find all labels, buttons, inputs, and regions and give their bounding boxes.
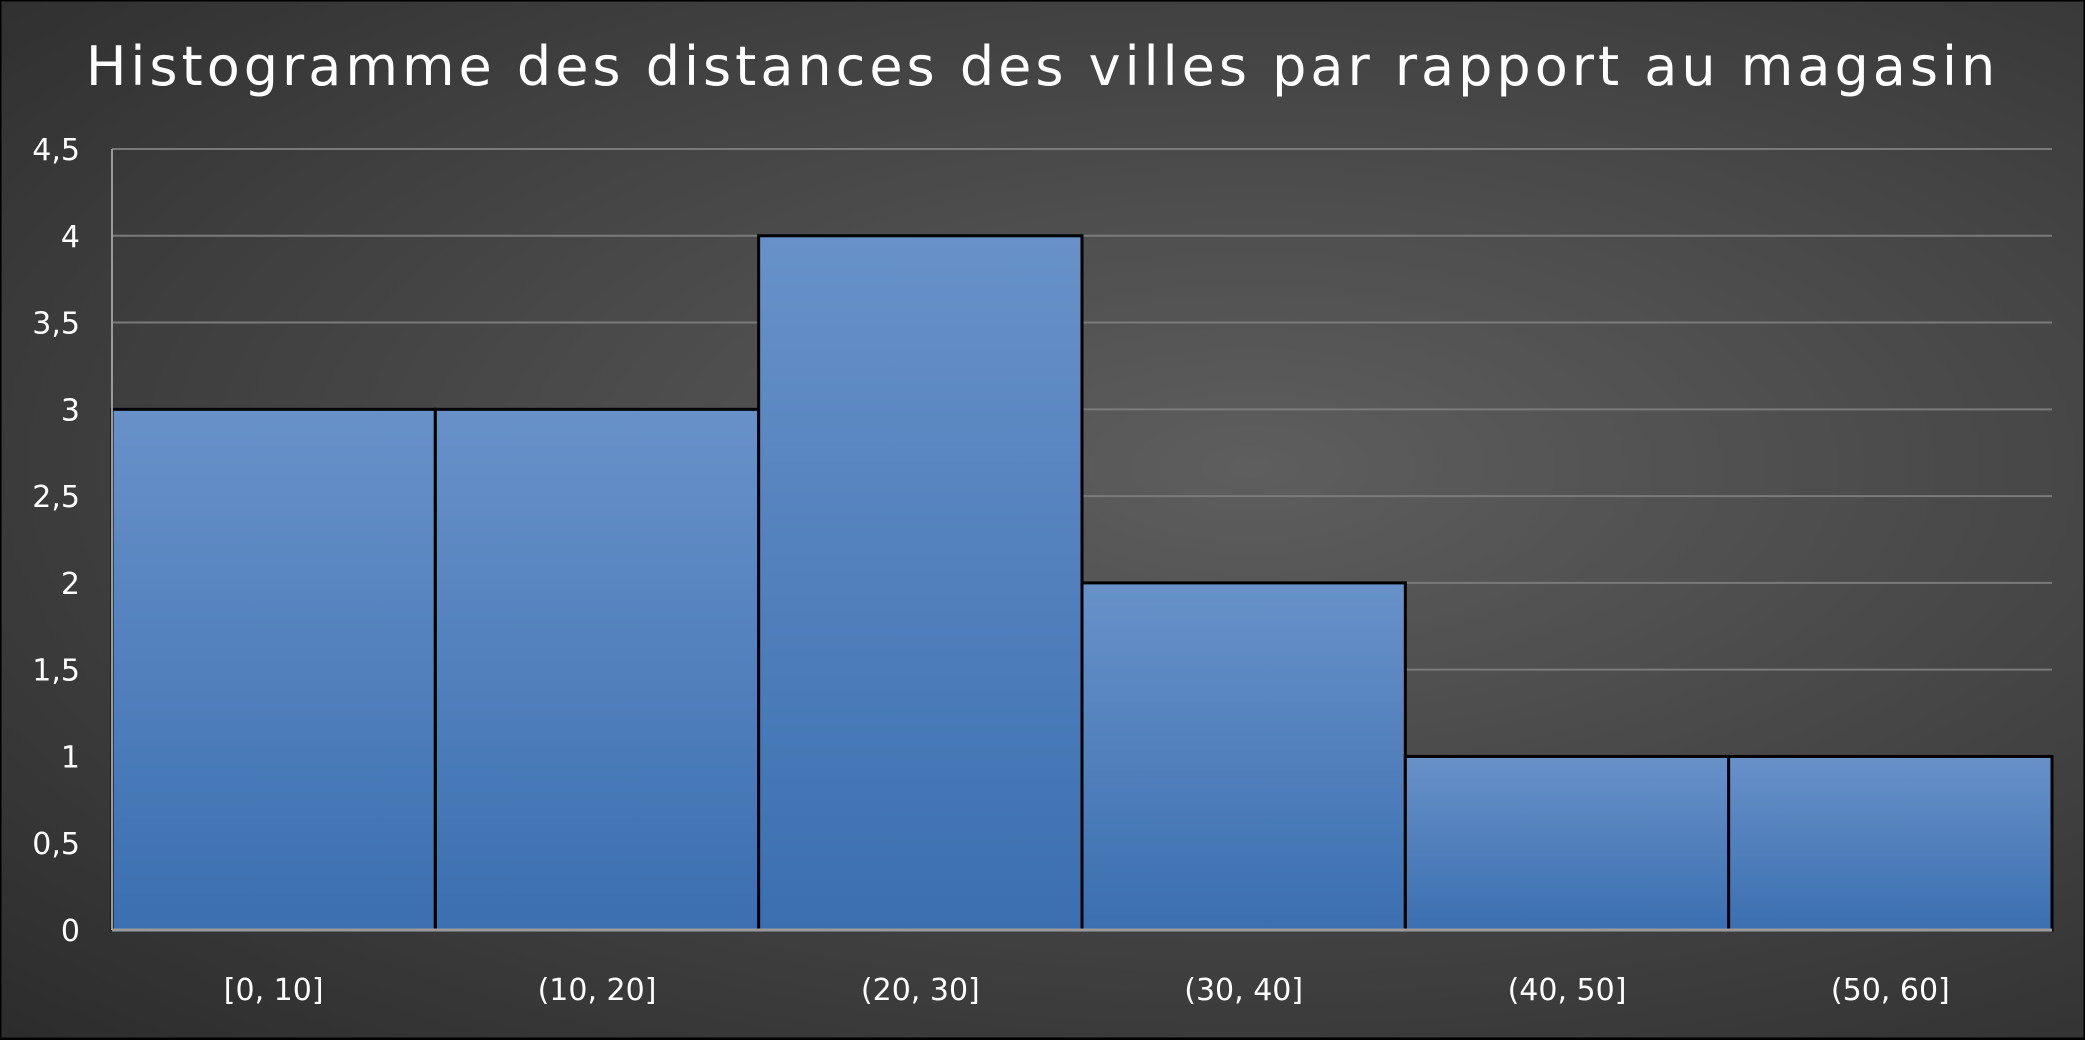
y-tick-label: 2 <box>61 567 80 602</box>
y-tick-label: 4 <box>61 220 80 255</box>
y-tick-label: 0 <box>61 914 80 949</box>
bar <box>757 234 1084 932</box>
x-tick-label: (10, 20] <box>538 973 657 1008</box>
bar <box>110 407 437 932</box>
bar <box>433 407 761 932</box>
bar <box>1403 754 1731 932</box>
y-tick-label: 0,5 <box>32 827 80 862</box>
y-axis-tick-labels: 0 0,5 1 1,5 2 2,5 3 3,5 4 4,5 <box>32 133 80 949</box>
bar <box>1727 754 2054 932</box>
x-tick-label: (20, 30] <box>861 973 980 1008</box>
x-tick-label: (50, 60] <box>1831 973 1950 1008</box>
y-tick-label: 3 <box>61 393 80 428</box>
y-tick-label: 1,5 <box>32 654 80 689</box>
bars <box>110 234 2054 932</box>
bar <box>1080 581 1407 932</box>
y-tick-label: 4,5 <box>32 133 80 168</box>
x-tick-label: [0, 10] <box>224 973 324 1008</box>
chart-title: Histogramme des distances des villes par… <box>85 35 2000 98</box>
y-tick-label: 1 <box>61 740 80 775</box>
axes <box>111 149 2052 932</box>
y-tick-label: 3,5 <box>32 307 80 342</box>
x-axis-tick-labels: [0, 10] (10, 20] (20, 30] (30, 40] (40, 50] (… <box>224 973 1950 1008</box>
x-tick-label: (40, 50] <box>1508 973 1627 1008</box>
x-tick-label: (30, 40] <box>1184 973 1303 1008</box>
y-tick-label: 2,5 <box>32 480 80 515</box>
